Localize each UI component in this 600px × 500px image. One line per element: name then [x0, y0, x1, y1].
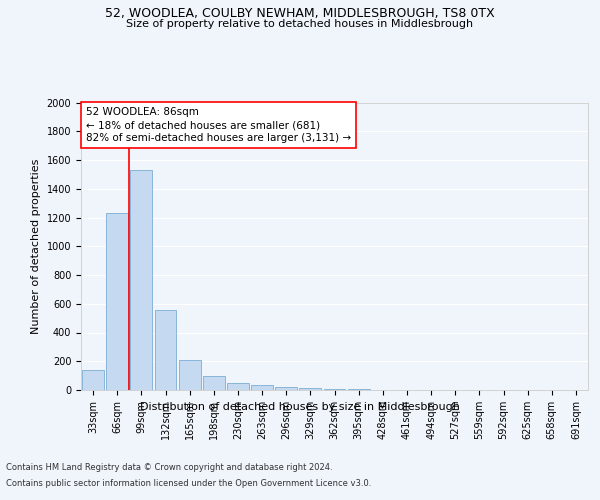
Bar	[251, 385, 273, 390]
Bar	[299, 388, 321, 390]
Y-axis label: Number of detached properties: Number of detached properties	[31, 158, 41, 334]
Text: Size of property relative to detached houses in Middlesbrough: Size of property relative to detached ho…	[127, 19, 473, 29]
Bar	[275, 387, 297, 390]
Bar	[155, 310, 176, 390]
Text: Contains HM Land Registry data © Crown copyright and database right 2024.: Contains HM Land Registry data © Crown c…	[6, 464, 332, 472]
Bar	[348, 389, 370, 390]
Text: 52 WOODLEA: 86sqm
← 18% of detached houses are smaller (681)
82% of semi-detache: 52 WOODLEA: 86sqm ← 18% of detached hous…	[86, 107, 351, 143]
Text: Distribution of detached houses by size in Middlesbrough: Distribution of detached houses by size …	[140, 402, 460, 412]
Bar	[323, 388, 346, 390]
Bar	[130, 170, 152, 390]
Bar	[179, 360, 200, 390]
Bar	[203, 376, 224, 390]
Bar	[82, 370, 104, 390]
Bar	[227, 383, 249, 390]
Text: 52, WOODLEA, COULBY NEWHAM, MIDDLESBROUGH, TS8 0TX: 52, WOODLEA, COULBY NEWHAM, MIDDLESBROUG…	[105, 8, 495, 20]
Bar	[106, 213, 128, 390]
Text: Contains public sector information licensed under the Open Government Licence v3: Contains public sector information licen…	[6, 478, 371, 488]
